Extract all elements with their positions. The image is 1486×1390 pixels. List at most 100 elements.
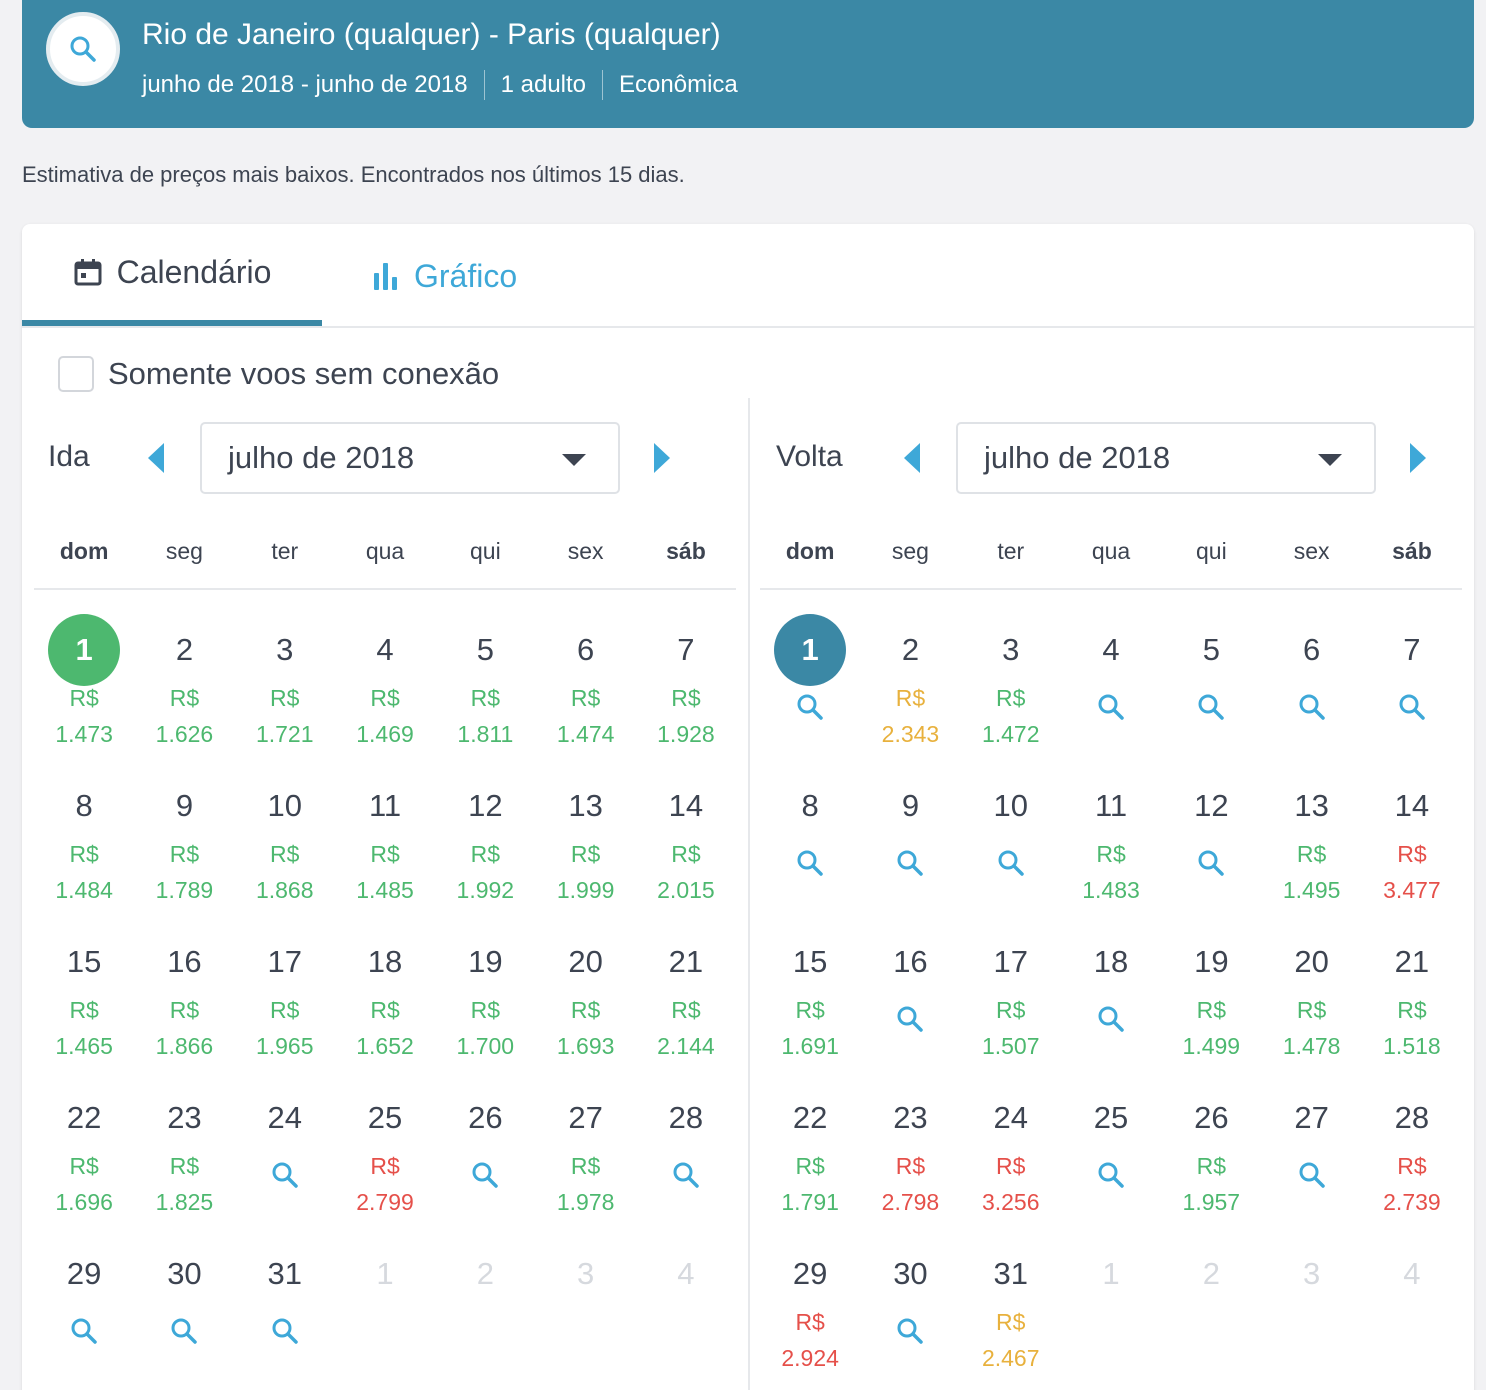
- calendar-day[interactable]: 23 R$ 1.825: [134, 1082, 234, 1238]
- calendar-day[interactable]: 26: [435, 1082, 535, 1238]
- search-icon[interactable]: [1096, 1160, 1126, 1190]
- calendar-day[interactable]: 26 R$ 1.957: [1161, 1082, 1261, 1238]
- calendar-day[interactable]: 28: [636, 1082, 736, 1238]
- calendar-day[interactable]: 9 R$ 1.789: [134, 770, 234, 926]
- calendar-day[interactable]: 6 R$ 1.474: [535, 614, 635, 770]
- calendar-day[interactable]: 22 R$ 1.696: [34, 1082, 134, 1238]
- calendar-day[interactable]: 7 R$ 1.928: [636, 614, 736, 770]
- return-days-grid: 1 2 R$ 2.343 3 R$ 1.472 4 5 6 7 8 9 10 11 R$ 1.483 12 13 R$…: [760, 614, 1462, 1390]
- calendar-day[interactable]: 4: [1061, 614, 1161, 770]
- calendar-day[interactable]: 25 R$ 2.799: [335, 1082, 435, 1238]
- calendar-day[interactable]: 10: [961, 770, 1061, 926]
- search-icon[interactable]: [470, 1160, 500, 1190]
- calendar-day[interactable]: 30: [860, 1238, 960, 1390]
- calendar-day[interactable]: 5 R$ 1.811: [435, 614, 535, 770]
- calendar-day[interactable]: 15 R$ 1.465: [34, 926, 134, 1082]
- nonstop-filter[interactable]: Somente voos sem conexão: [58, 356, 499, 392]
- search-icon[interactable]: [1196, 848, 1226, 878]
- day-number: 29: [792, 1256, 828, 1291]
- search-icon[interactable]: [1096, 1004, 1126, 1034]
- calendar-day[interactable]: 7: [1362, 614, 1462, 770]
- calendar-day[interactable]: 17 R$ 1.965: [235, 926, 335, 1082]
- calendar-day[interactable]: 12 R$ 1.992: [435, 770, 535, 926]
- tab-calendar[interactable]: Calendário: [22, 224, 322, 326]
- calendar-day[interactable]: 18: [1061, 926, 1161, 1082]
- search-icon[interactable]: [69, 1316, 99, 1346]
- search-icon[interactable]: [795, 692, 825, 722]
- search-icon[interactable]: [996, 848, 1026, 878]
- calendar-day[interactable]: 20 R$ 1.693: [535, 926, 635, 1082]
- calendar-day[interactable]: 28 R$ 2.739: [1362, 1082, 1462, 1238]
- calendar-day[interactable]: 23 R$ 2.798: [860, 1082, 960, 1238]
- outbound-next-month[interactable]: [650, 440, 674, 476]
- calendar-day[interactable]: 6: [1261, 614, 1361, 770]
- calendar-day[interactable]: 19 R$ 1.499: [1161, 926, 1261, 1082]
- search-icon[interactable]: [1297, 1160, 1327, 1190]
- search-icon[interactable]: [795, 848, 825, 878]
- calendar-day[interactable]: 18 R$ 1.652: [335, 926, 435, 1082]
- search-icon[interactable]: [1196, 692, 1226, 722]
- calendar-day[interactable]: 14 R$ 2.015: [636, 770, 736, 926]
- calendar-day[interactable]: 1 R$ 1.473: [34, 614, 134, 770]
- calendar-day[interactable]: 13 R$ 1.999: [535, 770, 635, 926]
- calendar-day[interactable]: 11 R$ 1.483: [1061, 770, 1161, 926]
- calendar-day[interactable]: 22 R$ 1.791: [760, 1082, 860, 1238]
- calendar-day[interactable]: 29 R$ 2.924: [760, 1238, 860, 1390]
- tab-chart[interactable]: Gráfico: [372, 224, 517, 328]
- calendar-day[interactable]: 21 R$ 1.518: [1362, 926, 1462, 1082]
- calendar-day[interactable]: 12: [1161, 770, 1261, 926]
- calendar-day[interactable]: 19 R$ 1.700: [435, 926, 535, 1082]
- price-currency: R$: [671, 685, 701, 711]
- calendar-day[interactable]: 11 R$ 1.485: [335, 770, 435, 926]
- calendar-day[interactable]: 30: [134, 1238, 234, 1390]
- search-icon[interactable]: [1096, 692, 1126, 722]
- calendar-day[interactable]: 3 R$ 1.721: [235, 614, 335, 770]
- search-summary-header[interactable]: Rio de Janeiro (qualquer) - Paris (qualq…: [22, 0, 1474, 128]
- search-icon[interactable]: [270, 1316, 300, 1346]
- calendar-day[interactable]: 5: [1161, 614, 1261, 770]
- search-icon[interactable]: [671, 1160, 701, 1190]
- calendar-day[interactable]: 3 R$ 1.472: [961, 614, 1061, 770]
- calendar-day[interactable]: 2 R$ 1.626: [134, 614, 234, 770]
- calendar-day[interactable]: 10 R$ 1.868: [235, 770, 335, 926]
- calendar-day[interactable]: 15 R$ 1.691: [760, 926, 860, 1082]
- search-icon[interactable]: [895, 1316, 925, 1346]
- calendar-day[interactable]: 8 R$ 1.484: [34, 770, 134, 926]
- calendar-day[interactable]: 2 R$ 2.343: [860, 614, 960, 770]
- calendar-day[interactable]: 16: [860, 926, 960, 1082]
- calendar-day[interactable]: 9: [860, 770, 960, 926]
- search-icon[interactable]: [169, 1316, 199, 1346]
- calendar-day[interactable]: 27 R$ 1.978: [535, 1082, 635, 1238]
- calendar-day[interactable]: 14 R$ 3.477: [1362, 770, 1462, 926]
- return-prev-month[interactable]: [900, 440, 924, 476]
- calendar-day[interactable]: 1: [760, 614, 860, 770]
- calendar-day[interactable]: 24 R$ 3.256: [961, 1082, 1061, 1238]
- calendar-day[interactable]: 24: [235, 1082, 335, 1238]
- return-next-month[interactable]: [1406, 440, 1430, 476]
- calendar-day[interactable]: 29: [34, 1238, 134, 1390]
- calendar-day[interactable]: 25: [1061, 1082, 1161, 1238]
- calendar-day[interactable]: 27: [1261, 1082, 1361, 1238]
- price-value: 1.518: [1383, 1033, 1441, 1059]
- calendar-day[interactable]: 8: [760, 770, 860, 926]
- calendar-day[interactable]: 31: [235, 1238, 335, 1390]
- outbound-prev-month[interactable]: [144, 440, 168, 476]
- outbound-month-select[interactable]: julho de 2018: [200, 422, 620, 494]
- return-month-select[interactable]: julho de 2018: [956, 422, 1376, 494]
- nonstop-checkbox[interactable]: [58, 356, 94, 392]
- calendar-day[interactable]: 17 R$ 1.507: [961, 926, 1061, 1082]
- search-icon[interactable]: [270, 1160, 300, 1190]
- calendar-day[interactable]: 4 R$ 1.469: [335, 614, 435, 770]
- search-icon[interactable]: [895, 1004, 925, 1034]
- calendar-day[interactable]: 16 R$ 1.866: [134, 926, 234, 1082]
- selected-day-number: 1: [48, 614, 121, 686]
- search-icon[interactable]: [1297, 692, 1327, 722]
- edit-search-button[interactable]: [46, 12, 120, 86]
- calendar-day[interactable]: 13 R$ 1.495: [1261, 770, 1361, 926]
- search-icon[interactable]: [1397, 692, 1427, 722]
- calendar-day[interactable]: 21 R$ 2.144: [636, 926, 736, 1082]
- calendar-day: 3: [535, 1238, 635, 1390]
- calendar-day[interactable]: 31 R$ 2.467: [961, 1238, 1061, 1390]
- search-icon[interactable]: [895, 848, 925, 878]
- calendar-day[interactable]: 20 R$ 1.478: [1261, 926, 1361, 1082]
